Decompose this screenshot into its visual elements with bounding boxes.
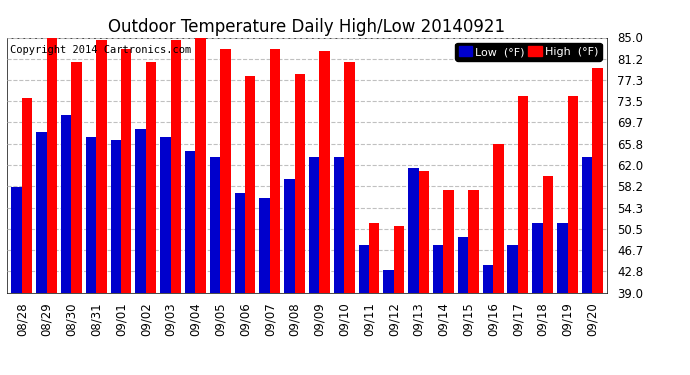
Bar: [344, 63, 355, 292]
Bar: [309, 157, 319, 292]
Bar: [259, 198, 270, 292]
Bar: [195, 38, 206, 292]
Bar: [86, 137, 96, 292]
Bar: [245, 76, 255, 292]
Bar: [567, 96, 578, 292]
Bar: [284, 179, 295, 292]
Bar: [121, 49, 131, 292]
Bar: [507, 245, 518, 292]
Bar: [185, 151, 195, 292]
Bar: [11, 187, 22, 292]
Bar: [469, 190, 479, 292]
Bar: [384, 270, 394, 292]
Bar: [170, 40, 181, 292]
Bar: [270, 49, 280, 292]
Bar: [483, 265, 493, 292]
Bar: [146, 63, 156, 292]
Bar: [582, 157, 592, 292]
Bar: [160, 137, 170, 292]
Bar: [61, 115, 71, 292]
Bar: [369, 223, 380, 292]
Bar: [458, 237, 469, 292]
Bar: [532, 223, 543, 292]
Bar: [110, 140, 121, 292]
Bar: [96, 40, 107, 292]
Bar: [394, 226, 404, 292]
Bar: [543, 176, 553, 292]
Bar: [135, 129, 146, 292]
Bar: [518, 96, 529, 292]
Bar: [47, 38, 57, 292]
Bar: [408, 168, 419, 292]
Bar: [22, 99, 32, 292]
Bar: [493, 144, 504, 292]
Bar: [71, 63, 82, 292]
Bar: [295, 74, 305, 292]
Bar: [210, 157, 220, 292]
Bar: [359, 245, 369, 292]
Bar: [419, 171, 429, 292]
Bar: [220, 49, 230, 292]
Title: Outdoor Temperature Daily High/Low 20140921: Outdoor Temperature Daily High/Low 20140…: [108, 18, 506, 36]
Bar: [433, 245, 444, 292]
Bar: [592, 68, 603, 292]
Text: Copyright 2014 Cartronics.com: Copyright 2014 Cartronics.com: [10, 45, 191, 55]
Bar: [235, 193, 245, 292]
Bar: [557, 223, 567, 292]
Bar: [334, 157, 344, 292]
Legend: Low  (°F), High  (°F): Low (°F), High (°F): [455, 43, 602, 60]
Bar: [319, 51, 330, 292]
Bar: [444, 190, 454, 292]
Bar: [36, 132, 47, 292]
